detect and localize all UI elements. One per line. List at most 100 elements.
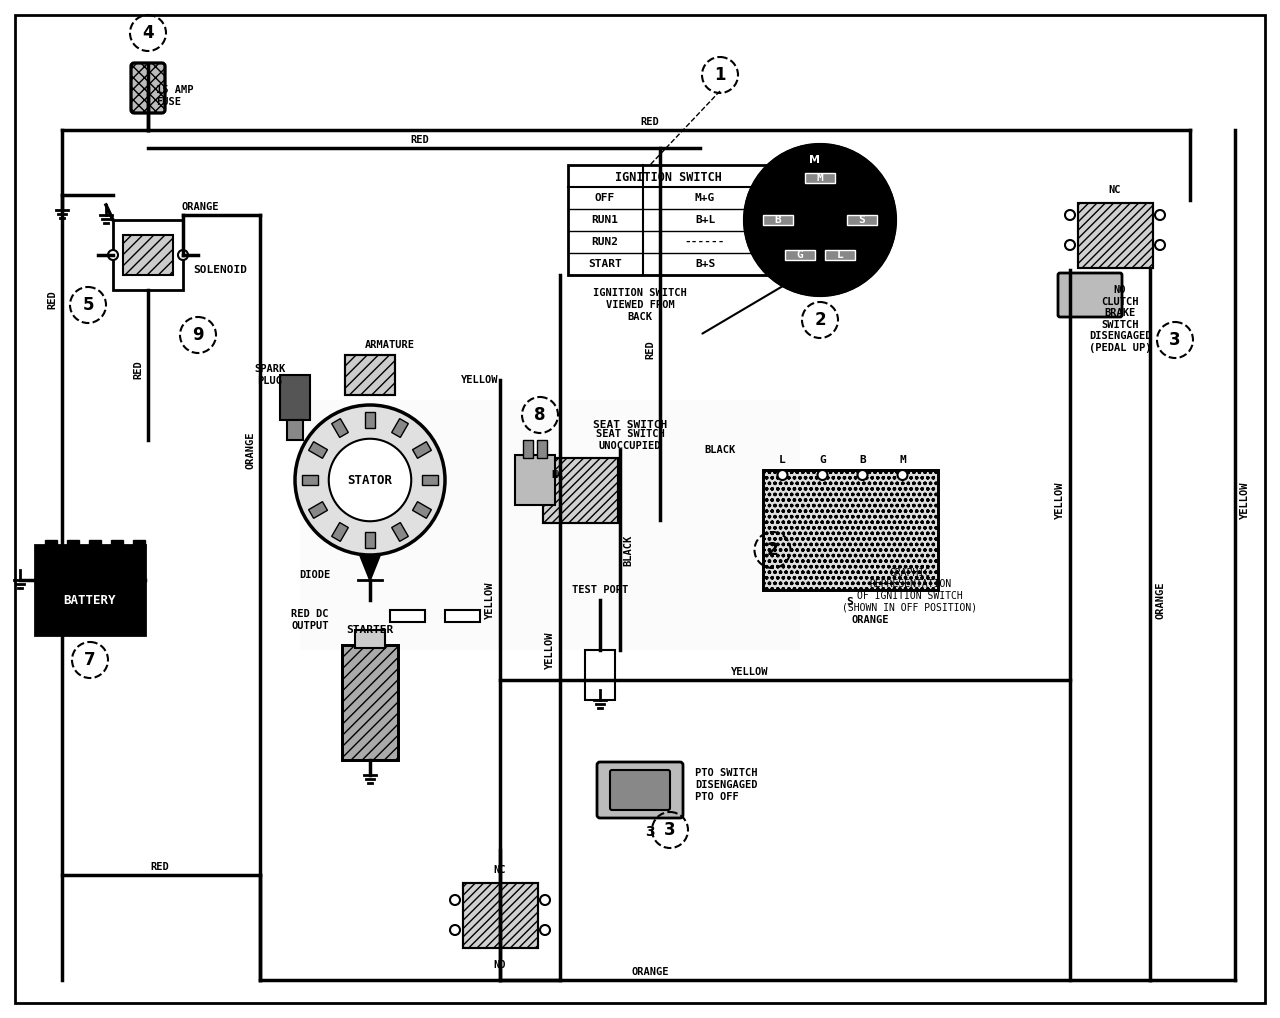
- Text: B: B: [859, 455, 865, 465]
- Bar: [67, 540, 79, 548]
- Text: RUN2: RUN2: [591, 237, 618, 247]
- Bar: [412, 442, 431, 458]
- Text: ------: ------: [685, 237, 726, 247]
- Bar: [515, 455, 556, 505]
- Text: 3: 3: [645, 825, 655, 839]
- Text: 15 AMP
FUSE: 15 AMP FUSE: [156, 86, 193, 107]
- Circle shape: [178, 250, 188, 260]
- Bar: [365, 532, 375, 548]
- Circle shape: [818, 470, 827, 480]
- Bar: [462, 883, 538, 948]
- Bar: [422, 475, 438, 485]
- Text: STARTER: STARTER: [347, 625, 394, 635]
- Text: NO
CLUTCH
BRAKE
SWITCH
DISENGAGED
(PEDAL UP): NO CLUTCH BRAKE SWITCH DISENGAGED (PEDAL…: [1089, 285, 1151, 353]
- Text: ARMATURE: ARMATURE: [365, 340, 415, 350]
- Bar: [445, 610, 480, 622]
- Text: M+G: M+G: [695, 193, 716, 203]
- Text: YELLOW: YELLOW: [731, 667, 769, 677]
- Text: B+S: B+S: [695, 259, 716, 269]
- Text: 8: 8: [534, 406, 545, 425]
- Bar: [805, 173, 835, 183]
- Text: NC: NC: [1108, 185, 1121, 195]
- Text: L: L: [780, 455, 786, 465]
- Bar: [287, 420, 303, 440]
- Circle shape: [108, 250, 118, 260]
- Bar: [111, 540, 123, 548]
- Text: IGNITION SWITCH: IGNITION SWITCH: [614, 170, 722, 183]
- Text: STATOR: STATOR: [347, 473, 393, 487]
- Polygon shape: [360, 555, 380, 580]
- Circle shape: [540, 895, 550, 905]
- Bar: [412, 502, 431, 518]
- Bar: [847, 215, 877, 225]
- Bar: [332, 418, 348, 438]
- Text: M: M: [899, 455, 906, 465]
- Circle shape: [897, 470, 908, 480]
- Bar: [113, 220, 183, 290]
- Text: B+L: B+L: [695, 215, 716, 225]
- Text: PTO SWITCH
DISENGAGED
PTO OFF: PTO SWITCH DISENGAGED PTO OFF: [695, 769, 758, 801]
- Text: B: B: [774, 215, 781, 225]
- Text: 1: 1: [714, 66, 726, 84]
- Text: BLACK: BLACK: [623, 534, 634, 566]
- Text: RED: RED: [640, 117, 659, 127]
- Circle shape: [1155, 240, 1165, 250]
- Bar: [763, 470, 937, 590]
- Bar: [785, 250, 815, 260]
- Circle shape: [451, 925, 460, 935]
- Text: BATTERY: BATTERY: [64, 593, 116, 607]
- Circle shape: [1065, 210, 1075, 220]
- Circle shape: [1155, 210, 1165, 220]
- Text: YELLOW: YELLOW: [461, 375, 499, 385]
- Text: RED DC
OUTPUT: RED DC OUTPUT: [292, 609, 329, 631]
- Bar: [45, 540, 58, 548]
- Text: 9: 9: [192, 326, 204, 344]
- Bar: [308, 442, 328, 458]
- Bar: [302, 475, 317, 485]
- Bar: [346, 355, 396, 395]
- Text: G: G: [819, 455, 826, 465]
- Text: SEAT SWITCH
UNOCCUPIED: SEAT SWITCH UNOCCUPIED: [595, 430, 664, 451]
- Text: BLACK: BLACK: [82, 567, 113, 577]
- Bar: [568, 165, 768, 275]
- Text: S: S: [859, 215, 865, 225]
- Text: 3: 3: [664, 821, 676, 839]
- Text: 2: 2: [814, 312, 826, 329]
- Text: M: M: [809, 155, 820, 165]
- Bar: [346, 355, 396, 395]
- Text: ORANGE: ORANGE: [182, 202, 219, 212]
- Bar: [355, 630, 385, 648]
- Text: YELLOW: YELLOW: [1055, 482, 1065, 519]
- Bar: [392, 522, 408, 542]
- Bar: [332, 522, 348, 542]
- Bar: [342, 645, 398, 760]
- Bar: [538, 440, 547, 458]
- Circle shape: [329, 439, 411, 521]
- Text: 7: 7: [84, 651, 96, 669]
- Bar: [390, 610, 425, 622]
- Text: 2: 2: [767, 541, 778, 559]
- Text: ORANGE: ORANGE: [244, 432, 255, 468]
- Text: ORANGE: ORANGE: [1155, 581, 1165, 619]
- Text: TEST PORT: TEST PORT: [572, 585, 628, 595]
- Text: SPARK
PLUG: SPARK PLUG: [255, 364, 285, 386]
- Text: GRAPHIC
REPRESENTATION
OF IGNITION SWITCH
(SHOWN IN OFF POSITION): GRAPHIC REPRESENTATION OF IGNITION SWITC…: [842, 568, 978, 613]
- Text: 4: 4: [142, 24, 154, 42]
- FancyBboxPatch shape: [596, 762, 684, 818]
- Circle shape: [451, 895, 460, 905]
- Text: YELLOW: YELLOW: [545, 631, 556, 669]
- Text: SEAT SWITCH: SEAT SWITCH: [593, 420, 667, 430]
- Text: RED: RED: [133, 360, 143, 380]
- Text: ORANGE: ORANGE: [851, 615, 888, 625]
- Text: BLACK: BLACK: [704, 445, 736, 455]
- Text: NC: NC: [494, 865, 507, 875]
- Bar: [35, 545, 145, 635]
- Text: YELLOW: YELLOW: [485, 581, 495, 619]
- Text: START: START: [588, 259, 622, 269]
- Circle shape: [1065, 240, 1075, 250]
- Circle shape: [858, 470, 868, 480]
- Bar: [392, 418, 408, 438]
- Text: OFF: OFF: [595, 193, 616, 203]
- Text: DIODE: DIODE: [298, 570, 330, 580]
- Text: RED: RED: [47, 290, 58, 309]
